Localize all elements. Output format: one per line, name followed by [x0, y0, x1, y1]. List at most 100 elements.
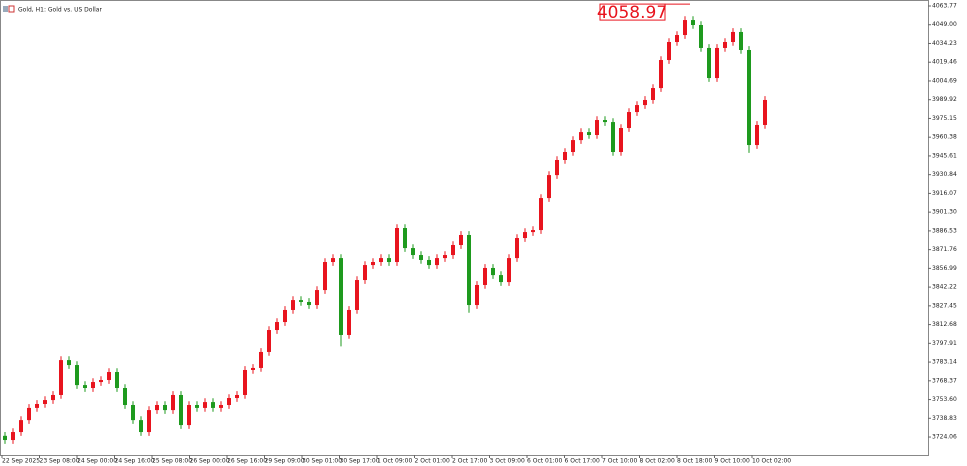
x-tick-label: 6 Oct 17:00 [565, 458, 600, 465]
candle-body [435, 258, 439, 266]
y-tick-label: 3871.76 [932, 246, 957, 253]
x-tick-label: 24 Sep 16:00 [115, 458, 155, 465]
candle-body [91, 382, 95, 389]
candle-body [675, 35, 679, 42]
candle-body [467, 234, 471, 306]
candle-body [227, 398, 231, 406]
candle-body [291, 300, 295, 310]
candle-body [707, 47, 711, 79]
candle-body [339, 258, 343, 335]
candle-body [395, 228, 399, 263]
y-tick-label: 3916.07 [932, 190, 957, 197]
x-tick-label: 3 Oct 09:00 [490, 458, 525, 465]
y-tick-label: 3930.84 [932, 171, 957, 178]
y-tick-label: 3827.45 [932, 302, 957, 309]
candle-body [555, 159, 559, 176]
chart-icon [3, 6, 8, 12]
x-tick-label: 26 Sep 16:00 [227, 458, 267, 465]
candle-body [723, 41, 727, 48]
candle-body [563, 152, 567, 160]
candle-body [11, 432, 15, 441]
x-tick-label: 2 Oct 17:00 [452, 458, 487, 465]
candle-body [635, 105, 639, 113]
candle-body [739, 31, 743, 50]
candle-body [155, 405, 159, 411]
candle-body [755, 124, 759, 146]
y-tick-label: 3797.91 [932, 340, 957, 347]
x-tick-label: 8 Oct 02:00 [640, 458, 675, 465]
candle-body [195, 405, 199, 408]
candle-body [347, 309, 351, 335]
y-tick-label: 4004.69 [932, 77, 957, 84]
x-tick-label: 30 Sep 01:00 [302, 458, 342, 465]
x-tick-label: 26 Sep 00:00 [190, 458, 230, 465]
y-tick-label: 3975.15 [932, 115, 957, 122]
candle-body [515, 238, 519, 259]
chart-icon [8, 5, 15, 13]
y-tick-label: 3753.60 [932, 396, 957, 403]
candle-body [547, 175, 551, 199]
candle-body [659, 60, 663, 89]
x-tick-label: 24 Sep 00:00 [77, 458, 117, 465]
candle-body [451, 245, 455, 256]
candle-body [99, 380, 103, 383]
candle-body [283, 309, 287, 323]
candle-body [379, 258, 383, 263]
y-tick-label: 3945.61 [932, 152, 957, 159]
y-tick-label: 4049.00 [932, 21, 957, 28]
candle-body [411, 248, 415, 256]
price-marker-label: 4058.97 [597, 3, 667, 23]
candle-body [643, 99, 647, 106]
candle-body [331, 258, 335, 263]
candle-body [419, 255, 423, 260]
y-tick-label: 3886.53 [932, 227, 957, 234]
candle-body [259, 351, 263, 368]
x-tick-label: 6 Oct 01:00 [527, 458, 562, 465]
candle-body [171, 394, 175, 411]
candle-body [691, 20, 695, 25]
candle-body [483, 267, 487, 285]
plot-frame [0, 0, 929, 456]
candle-body [595, 120, 599, 136]
x-tick-label: 1 Oct 09:00 [377, 458, 412, 465]
candle-body [443, 255, 447, 259]
candle-body [475, 284, 479, 306]
candle-body [459, 234, 463, 246]
candle-body [731, 31, 735, 42]
candle-body [363, 265, 367, 281]
candle-body [67, 360, 71, 366]
candle-body [747, 49, 751, 146]
y-tick-label: 3812.68 [932, 321, 957, 328]
candle-body [763, 99, 767, 125]
candle-body [539, 198, 543, 231]
candle-body [51, 394, 55, 401]
candle-body [123, 388, 127, 406]
candle-body [387, 258, 391, 263]
candle-body [571, 140, 575, 153]
candle-body [627, 112, 631, 129]
candle-body [299, 300, 303, 302]
candle-body [603, 120, 607, 123]
x-tick-label: 25 Sep 08:00 [152, 458, 192, 465]
y-tick-label: 3724.06 [932, 434, 957, 441]
candle-body [715, 47, 719, 79]
price-marker-box [599, 3, 666, 21]
candle-body [507, 258, 511, 283]
y-tick-label: 3901.30 [932, 209, 957, 216]
y-tick-label: 4034.23 [932, 40, 957, 47]
x-tick-label: 2 Oct 01:00 [415, 458, 450, 465]
y-tick-label: 3768.37 [932, 377, 957, 384]
candle-body [3, 435, 7, 441]
candle-body [275, 322, 279, 331]
candle-body [251, 367, 255, 370]
candle-body [139, 420, 143, 433]
y-tick-label: 3738.83 [932, 415, 957, 422]
candle-body [59, 360, 63, 395]
candle-body [491, 267, 495, 276]
candle-body [115, 372, 119, 389]
candle-body [43, 400, 47, 404]
candle-body [219, 405, 223, 408]
candle-body [523, 232, 527, 239]
candle-body [403, 228, 407, 249]
